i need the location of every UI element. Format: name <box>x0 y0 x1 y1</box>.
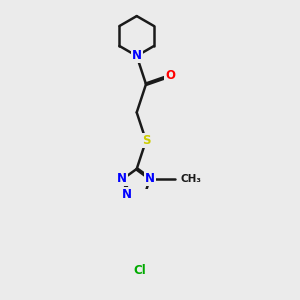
Text: N: N <box>145 172 155 185</box>
Text: N: N <box>117 172 127 185</box>
Text: N: N <box>122 188 132 201</box>
Text: N: N <box>132 50 142 62</box>
Text: CH₃: CH₃ <box>181 174 202 184</box>
Text: S: S <box>142 134 150 147</box>
Text: O: O <box>165 69 175 82</box>
Text: Cl: Cl <box>134 264 146 278</box>
